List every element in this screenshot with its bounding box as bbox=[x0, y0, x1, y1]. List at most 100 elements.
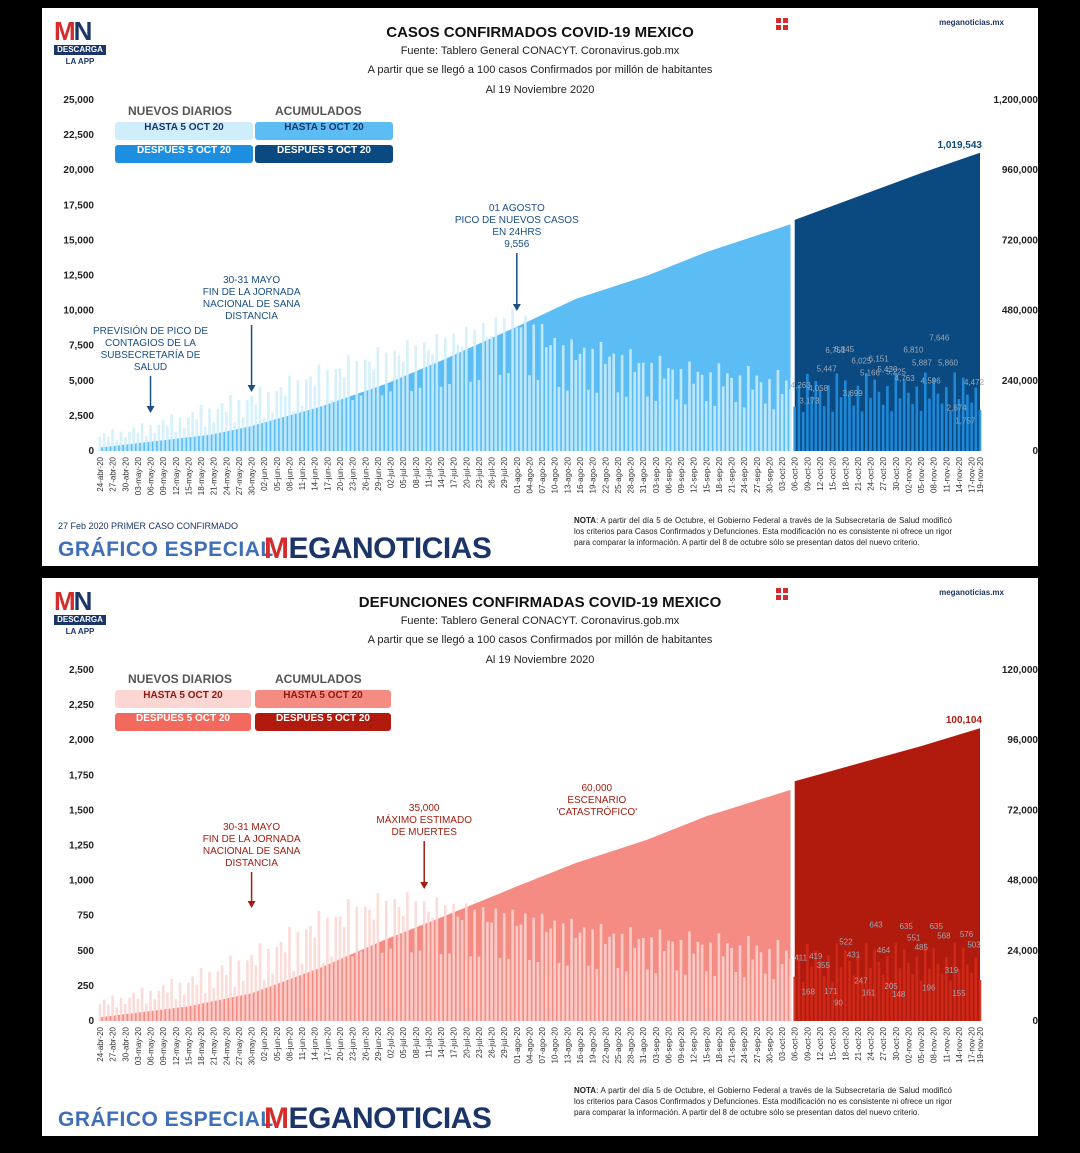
daily-bar-before bbox=[688, 931, 691, 1021]
daily-bar-after bbox=[932, 378, 936, 451]
daily-bar-before bbox=[469, 381, 472, 451]
cumulative-area-after bbox=[794, 728, 980, 1021]
x-tick-label: 17-jun-20 bbox=[323, 1026, 332, 1060]
daily-bar-before bbox=[364, 359, 367, 451]
daily-bar-before bbox=[326, 917, 329, 1021]
site-url: meganoticias.mx bbox=[939, 588, 1004, 597]
daily-bar-before bbox=[313, 385, 317, 451]
x-tick-label: 26-jun-20 bbox=[361, 456, 370, 490]
data-label: 431 bbox=[847, 951, 861, 960]
data-label: 168 bbox=[802, 987, 816, 996]
annotation-arrow-head bbox=[247, 901, 256, 908]
daily-bar-before bbox=[726, 373, 729, 451]
daily-bar-after bbox=[945, 387, 948, 451]
daily-bar-before bbox=[780, 394, 784, 451]
daily-bar-before bbox=[675, 399, 679, 451]
annotation-text: NACIONAL DE SANA bbox=[203, 846, 301, 857]
daily-bar-before bbox=[300, 963, 304, 1021]
daily-bar-before bbox=[524, 913, 527, 1021]
daily-bar-before bbox=[258, 943, 262, 1021]
daily-bar-before bbox=[199, 404, 203, 451]
daily-bar-before bbox=[199, 967, 203, 1021]
daily-bar-after bbox=[818, 389, 822, 451]
logo-app: LA APP bbox=[65, 627, 95, 636]
y2-tick-label: 0 bbox=[1032, 446, 1038, 457]
y2-tick-label: 72,000 bbox=[1007, 805, 1038, 816]
data-label: 5,225 bbox=[886, 368, 907, 377]
daily-bar-before bbox=[220, 965, 224, 1021]
daily-bar-after bbox=[911, 404, 914, 451]
daily-bar-after bbox=[940, 403, 944, 451]
daily-bar-before bbox=[667, 368, 670, 451]
data-label: 6,151 bbox=[869, 355, 890, 364]
daily-bar-before bbox=[208, 971, 211, 1021]
legend-cum-before: HASTA 5 OCT 20 bbox=[255, 122, 393, 140]
daily-bar-after bbox=[936, 963, 940, 1021]
daily-bar-before bbox=[275, 391, 279, 451]
daily-bar-after bbox=[869, 397, 872, 451]
y2-tick-label: 240,000 bbox=[1002, 376, 1038, 387]
chart-source: Fuente: Tablero General CONACYT. Coronav… bbox=[400, 615, 680, 627]
daily-bar-before bbox=[435, 897, 439, 1021]
y-tick-label: 25,000 bbox=[63, 95, 94, 106]
daily-bar-after bbox=[936, 393, 940, 451]
y-tick-label: 17,500 bbox=[63, 200, 94, 211]
daily-bar-before bbox=[98, 437, 102, 451]
daily-bar-before bbox=[275, 947, 279, 1021]
x-tick-label: 02-jun-20 bbox=[260, 1026, 269, 1060]
daily-bar-before bbox=[393, 899, 397, 1021]
daily-bar-before bbox=[528, 960, 531, 1021]
data-label: 5,860 bbox=[938, 359, 959, 368]
x-tick-label: 24-oct-20 bbox=[867, 1026, 876, 1060]
daily-bar-before bbox=[473, 330, 477, 451]
daily-bar-after bbox=[978, 980, 982, 1021]
daily-bar-before bbox=[612, 933, 616, 1021]
daily-bar-after bbox=[852, 975, 856, 1021]
daily-bar-before bbox=[519, 924, 523, 1021]
annotation-text: MÁXIMO ESTIMADO bbox=[376, 813, 472, 826]
daily-bar-before bbox=[342, 377, 346, 451]
daily-bar-after bbox=[961, 947, 965, 1021]
daily-bar-before bbox=[313, 937, 317, 1021]
daily-bar-before bbox=[216, 971, 220, 1021]
daily-bar-before bbox=[182, 994, 186, 1021]
daily-bar-before bbox=[254, 965, 258, 1021]
daily-bar-before bbox=[439, 954, 443, 1021]
daily-bar-after bbox=[827, 385, 830, 451]
x-tick-label: 14-nov-20 bbox=[955, 456, 964, 493]
daily-bar-before bbox=[637, 939, 641, 1021]
daily-bar-before bbox=[751, 959, 754, 1021]
daily-bar-before bbox=[380, 395, 384, 451]
daily-bar-before bbox=[625, 971, 628, 1021]
legend-new-before: HASTA 5 OCT 20 bbox=[115, 690, 251, 708]
daily-bar-before bbox=[140, 423, 144, 451]
daily-bar-before bbox=[414, 345, 418, 451]
annotation-text: DISTANCIA bbox=[225, 311, 278, 322]
daily-bar-after bbox=[856, 385, 860, 451]
data-label: 90 bbox=[834, 998, 843, 1007]
x-tick-label: 30-may-20 bbox=[248, 1026, 257, 1065]
daily-bar-before bbox=[658, 355, 662, 451]
daily-bar-before bbox=[380, 952, 384, 1021]
daily-bar-before bbox=[540, 323, 544, 451]
daily-bar-before bbox=[629, 349, 632, 451]
daily-bar-before bbox=[549, 345, 552, 451]
daily-bar-before bbox=[145, 436, 148, 451]
daily-bar-before bbox=[595, 969, 599, 1021]
daily-bar-before bbox=[237, 399, 241, 451]
annotation-arrow-head bbox=[247, 385, 256, 392]
daily-bar-before bbox=[246, 960, 249, 1021]
daily-bar-before bbox=[174, 431, 178, 451]
annotation-text: EN 24HRS bbox=[492, 227, 541, 238]
daily-bar-before bbox=[182, 427, 186, 451]
x-tick-label: 09-may-20 bbox=[159, 456, 168, 495]
site-url: meganoticias.mx bbox=[939, 18, 1004, 27]
daily-bar-before bbox=[734, 402, 738, 451]
daily-bar-before bbox=[309, 926, 312, 1021]
data-label: 4,263 bbox=[791, 381, 812, 390]
daily-bar-before bbox=[309, 376, 312, 451]
y-tick-label: 1,250 bbox=[69, 841, 94, 852]
daily-bar-before bbox=[612, 353, 616, 451]
daily-bar-before bbox=[296, 380, 300, 451]
daily-bar-before bbox=[502, 318, 506, 451]
